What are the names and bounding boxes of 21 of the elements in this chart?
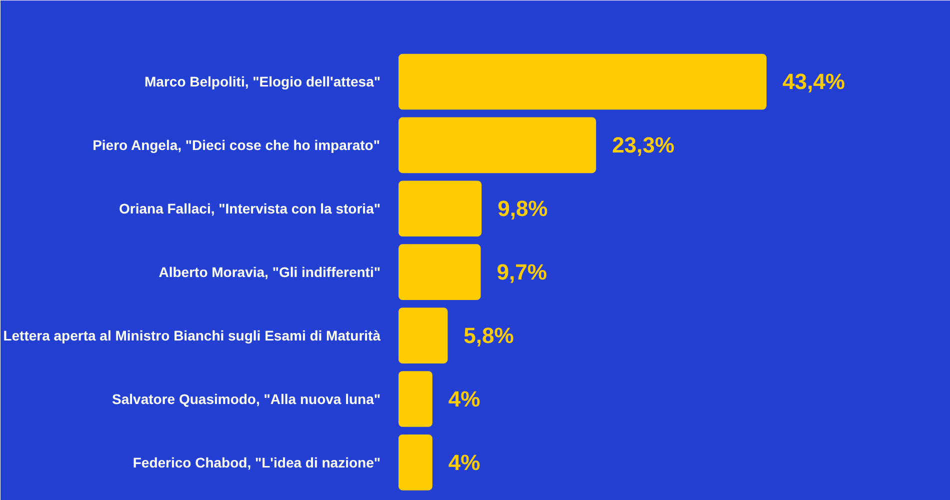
data-label: 9,7% — [496, 260, 547, 285]
bar — [398, 434, 432, 490]
y-tick-label: Piero Angela, "Dieci cose che ho imparato" — [92, 137, 380, 154]
y-tick-label: Federico Chabod, "L'idea di nazione" — [132, 454, 381, 470]
bar — [398, 371, 432, 427]
y-tick-label: Salvatore Quasimodo, "Alla nuova luna" — [112, 390, 381, 407]
y-tick-label: Oriana Fallaci, "Intervista con la storia" — [119, 200, 381, 217]
y-tick-label: Marco Belpoliti, "Elogio dell'attesa" — [144, 74, 381, 90]
y-tick-label: Lettera aperta al Ministro Bianchi sugli Esami di Maturità — [3, 328, 381, 344]
data-label: 4% — [448, 386, 480, 412]
bar — [398, 180, 482, 237]
bar — [398, 117, 596, 174]
bar — [398, 308, 448, 364]
y-tick-label: Alberto Moravia, "Gli indifferenti" — [158, 264, 381, 280]
data-label: 4% — [448, 450, 480, 475]
data-label: 9,8% — [498, 196, 548, 222]
data-label: 23,3% — [612, 132, 674, 158]
data-label: 5,8% — [464, 323, 514, 348]
data-label: 43,4% — [782, 69, 845, 94]
bar — [398, 54, 766, 110]
bar — [398, 244, 481, 300]
